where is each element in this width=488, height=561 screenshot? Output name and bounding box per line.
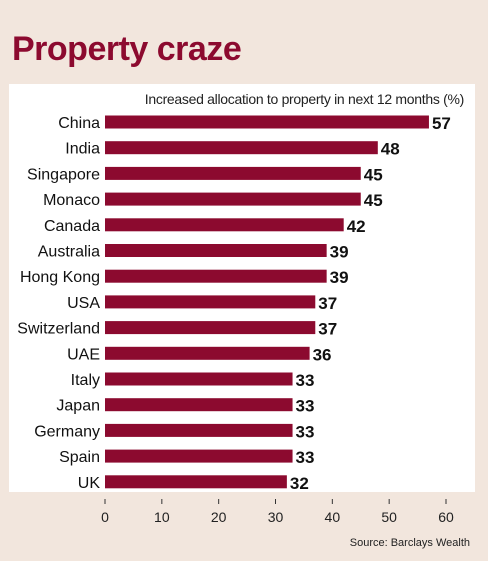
- bar-india: [105, 141, 378, 155]
- x-tick-label: 60: [438, 509, 454, 525]
- value-label-monaco: 45: [364, 191, 383, 210]
- category-label-spain: Spain: [59, 449, 100, 466]
- value-label-italy: 33: [296, 371, 315, 390]
- category-label-australia: Australia: [38, 244, 100, 261]
- category-label-hong-kong: Hong Kong: [20, 269, 100, 286]
- bar-australia: [105, 244, 327, 257]
- value-label-australia: 39: [330, 243, 349, 262]
- bar-germany: [105, 423, 293, 437]
- value-label-china: 57: [432, 114, 451, 133]
- source-note: Source: Barclays Wealth: [349, 537, 470, 549]
- category-label-italy: Italy: [71, 372, 100, 389]
- value-label-hong-kong: 39: [330, 268, 349, 287]
- category-label-germany: Germany: [34, 423, 100, 440]
- value-label-canada: 42: [347, 217, 366, 236]
- x-tick-label: 40: [325, 509, 341, 525]
- value-label-germany: 33: [296, 422, 315, 441]
- value-label-india: 48: [381, 140, 400, 159]
- bar-hong-kong: [105, 269, 327, 283]
- category-label-switzerland: Switzerland: [17, 321, 100, 338]
- category-label-canada: Canada: [44, 218, 100, 235]
- category-label-japan: Japan: [56, 398, 100, 415]
- category-label-uae: UAE: [67, 346, 100, 363]
- bar-italy: [105, 372, 293, 386]
- x-tick-label: 10: [154, 509, 170, 525]
- category-label-uk: UK: [78, 475, 101, 492]
- x-tick-label: 0: [101, 509, 109, 525]
- category-label-india: India: [65, 141, 100, 158]
- x-tick-label: 30: [268, 509, 284, 525]
- value-label-switzerland: 37: [318, 320, 337, 339]
- value-label-uae: 36: [313, 345, 332, 364]
- value-label-japan: 33: [296, 397, 315, 416]
- bar-usa: [105, 295, 316, 309]
- bar-china: [105, 115, 429, 129]
- bar-spain: [105, 449, 293, 463]
- category-label-monaco: Monaco: [43, 192, 100, 209]
- bar-uae: [105, 346, 310, 360]
- value-label-singapore: 45: [364, 165, 383, 184]
- category-label-singapore: Singapore: [27, 166, 100, 183]
- category-label-china: China: [58, 115, 100, 132]
- bar-canada: [105, 218, 344, 232]
- bar-switzerland: [105, 321, 316, 335]
- bar-singapore: [105, 166, 361, 180]
- bar-japan: [105, 398, 293, 412]
- x-tick-label: 50: [381, 509, 397, 525]
- category-label-usa: USA: [67, 295, 100, 312]
- value-label-uk: 32: [290, 474, 309, 493]
- chart-subtitle: Increased allocation to property in next…: [144, 91, 465, 107]
- chart-title: Property craze: [12, 30, 242, 68]
- bar-monaco: [105, 192, 361, 206]
- value-label-spain: 33: [296, 448, 315, 467]
- bar-uk: [105, 475, 287, 489]
- x-tick-label: 20: [211, 509, 227, 525]
- value-label-usa: 37: [318, 294, 337, 313]
